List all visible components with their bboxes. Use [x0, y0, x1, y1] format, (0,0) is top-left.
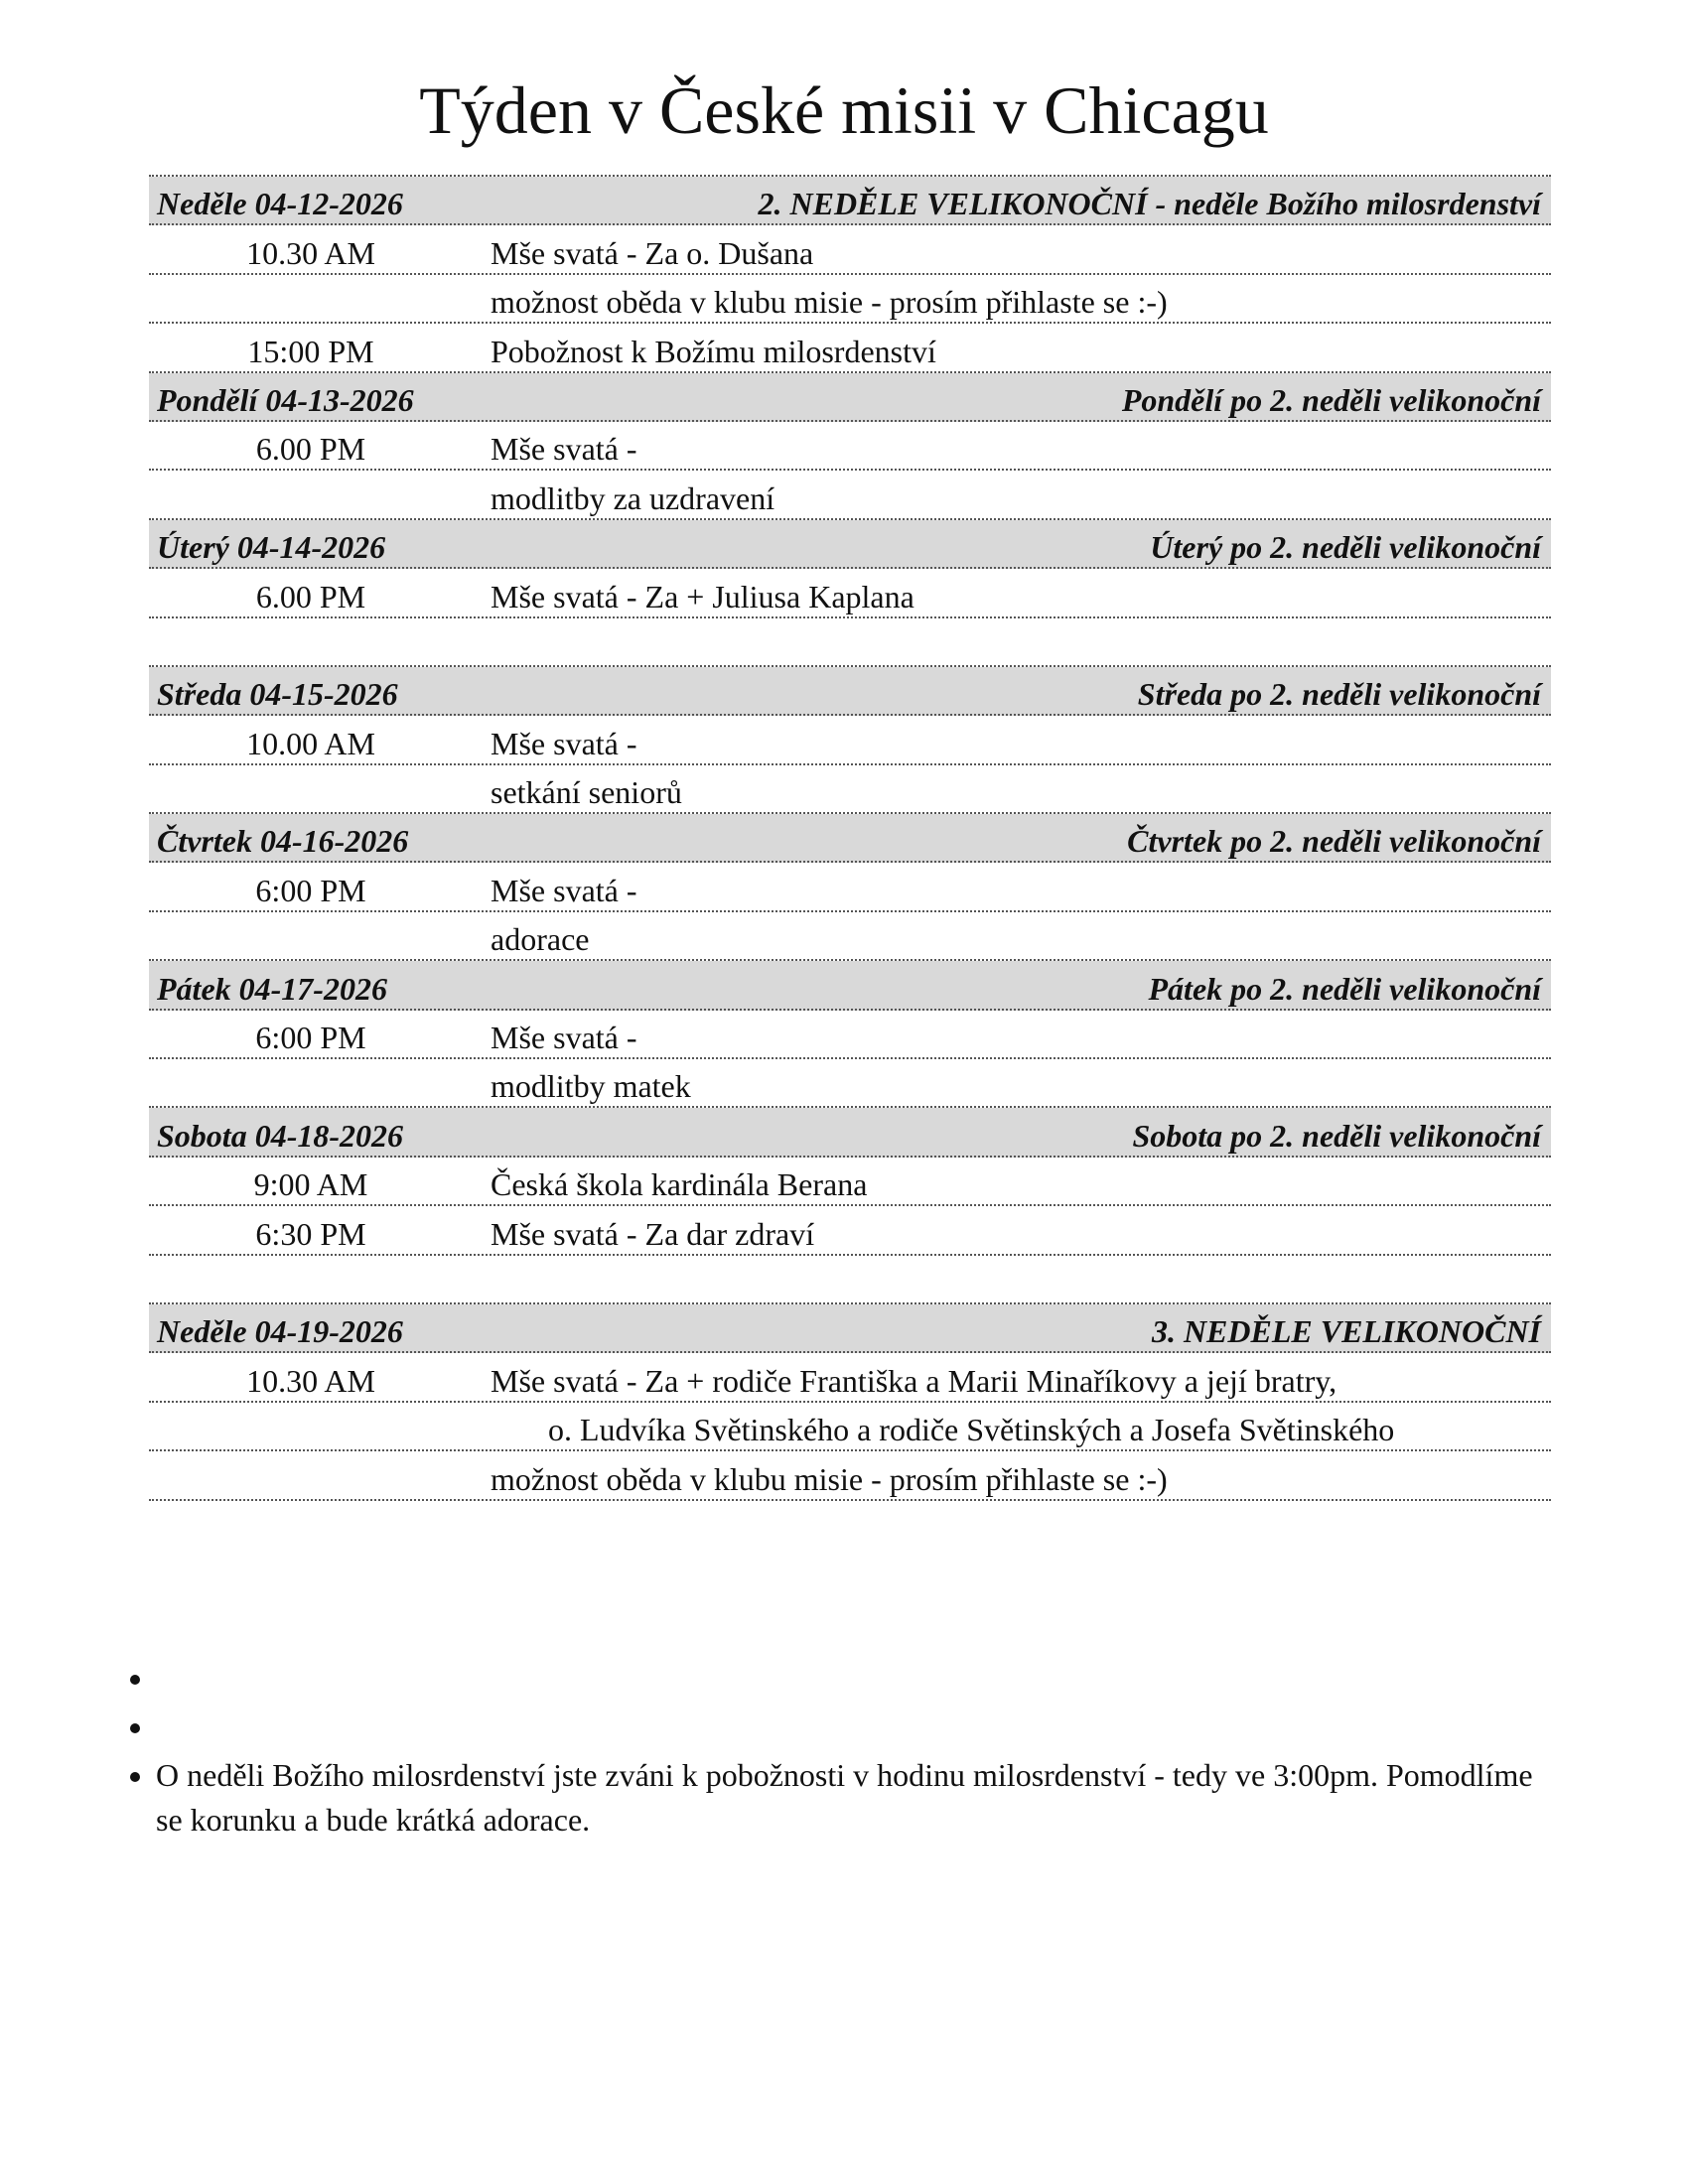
day-feast: Středa po 2. neděli velikonoční: [1137, 676, 1541, 713]
table-row: o. Ludvíka Světinského a rodiče Světinsk…: [149, 1403, 1551, 1452]
table-row: 15:00 PM Pobožnost k Božímu milosrdenství: [149, 324, 1551, 373]
table-row: 10.00 AM Mše svatá -: [149, 716, 1551, 765]
event-time: [149, 514, 473, 518]
event-description: modlitby za uzdravení: [491, 479, 775, 516]
event-description: Česká škola kardinála Berana: [491, 1166, 868, 1203]
page-title: Týden v České misii v Chicagu: [419, 72, 1269, 148]
day-header: Úterý 04-14-2026 Úterý po 2. neděli velik…: [149, 519, 1551, 570]
table-row: 10.30 AM Mše svatá - Za o. Dušana: [149, 225, 1551, 275]
day-date: Úterý 04-14-2026: [157, 529, 386, 566]
day-header: Středa 04-15-2026 Středa po 2. neděli vel…: [149, 666, 1551, 717]
event-time: 6.00 PM: [255, 578, 366, 614]
event-time: [149, 1495, 473, 1499]
day-date: Středa 04-15-2026: [157, 676, 398, 713]
event-time: 10.30 AM: [246, 234, 375, 271]
table-row: setkání seniorů: [149, 765, 1551, 815]
event-description: možnost oběda v klubu misie - prosím při…: [491, 1460, 1168, 1497]
day-feast: 2. NEDĚLE VELIKONOČNÍ - neděle Božího mi…: [758, 186, 1541, 222]
event-time: [149, 808, 473, 812]
table-row: modlitby za uzdravení: [149, 471, 1551, 520]
event-description: Mše svatá -: [491, 1020, 637, 1056]
day-date: Čtvrtek 04-16-2026: [157, 823, 409, 860]
day-feast: Sobota po 2. neděli velikonoční: [1132, 1117, 1541, 1154]
table-row: 6:00 PM Mše svatá -: [149, 1011, 1551, 1060]
event-time: 9:00 AM: [253, 1166, 368, 1203]
day-header: Neděle 04-19-2026 3. NEDĚLE VELIKONOČNÍ: [149, 1303, 1551, 1354]
event-description: adorace: [491, 921, 590, 958]
event-time: 6:00 PM: [255, 872, 366, 908]
event-description: Mše svatá - Za + Juliusa Kaplana: [491, 578, 914, 614]
table-row: 10.30 AM Mše svatá - Za + rodiče Františk…: [149, 1353, 1551, 1403]
day-header: Neděle 04-12-2026 2. NEDĚLE VELIKONOČNÍ -…: [149, 177, 1551, 226]
table-row: možnost oběda v klubu misie - prosím při…: [149, 1451, 1551, 1501]
day-header: Sobota 04-18-2026 Sobota po 2. neděli vel…: [149, 1108, 1551, 1158]
table-row: [149, 1256, 1551, 1304]
day-date: Pátek 04-17-2026: [157, 970, 387, 1007]
event-time: 6:00 PM: [255, 1020, 366, 1056]
notes-list: O neděli Božího milosrdenství jste zváni…: [129, 1656, 1546, 1846]
event-description: modlitby matek: [491, 1068, 691, 1105]
event-time: [149, 955, 473, 959]
table-row: 9:00 AM Česká škola kardinála Berana: [149, 1158, 1551, 1207]
event-time: [149, 1102, 473, 1106]
event-time: 15:00 PM: [247, 333, 374, 369]
event-description: Mše svatá -: [491, 872, 637, 908]
table-row: možnost oběda v klubu misie - prosím při…: [149, 275, 1551, 325]
day-feast: Pondělí po 2. neděli velikonoční: [1121, 381, 1541, 418]
event-description: možnost oběda v klubu misie - prosím při…: [491, 284, 1168, 321]
event-time: 10.30 AM: [246, 1362, 375, 1399]
event-time: 6:30 PM: [255, 1215, 366, 1252]
day-feast: 3. NEDĚLE VELIKONOČNÍ: [1151, 1313, 1541, 1350]
event-time: [149, 1298, 473, 1302]
day-date: Neděle 04-12-2026: [157, 186, 403, 222]
event-description: Mše svatá - Za dar zdraví: [491, 1215, 815, 1252]
table-row: modlitby matek: [149, 1059, 1551, 1109]
day-feast: Čtvrtek po 2. neděli velikonoční: [1127, 823, 1541, 860]
table-row: [149, 618, 1551, 667]
event-description: Mše svatá -: [491, 431, 637, 468]
day-date: Neděle 04-19-2026: [157, 1313, 403, 1350]
event-description: o. Ludvíka Světinského a rodiče Světinsk…: [548, 1412, 1395, 1448]
table-row: adorace: [149, 912, 1551, 962]
day-header: Pondělí 04-13-2026 Pondělí po 2. neděli v…: [149, 372, 1551, 422]
table-row: 6.00 PM Mše svatá - Za + Juliusa Kaplana: [149, 569, 1551, 618]
event-description: setkání seniorů: [491, 774, 682, 811]
day-date: Pondělí 04-13-2026: [157, 381, 414, 418]
day-header: Pátek 04-17-2026 Pátek po 2. neděli velik…: [149, 961, 1551, 1011]
note-item: [156, 1705, 1546, 1749]
table-row: 6:30 PM Mše svatá - Za dar zdraví: [149, 1206, 1551, 1256]
event-description: [473, 661, 1551, 665]
note-item: O neděli Božího milosrdenství jste zváni…: [156, 1753, 1546, 1843]
note-item: [156, 1656, 1546, 1701]
day-header: Čtvrtek 04-16-2026 Čtvrtek po 2. neděli v…: [149, 814, 1551, 864]
event-description: Mše svatá - Za + rodiče Františka a Mari…: [491, 1362, 1337, 1399]
event-time: 6.00 PM: [255, 431, 366, 468]
day-feast: Úterý po 2. neděli velikonoční: [1150, 529, 1541, 566]
event-description: [473, 1298, 1551, 1302]
event-description: Mše svatá - Za o. Dušana: [491, 234, 814, 271]
table-row: 6.00 PM Mše svatá -: [149, 422, 1551, 472]
event-time: [149, 1445, 473, 1449]
event-description: Pobožnost k Božímu milosrdenství: [491, 333, 936, 369]
event-time: [149, 661, 473, 665]
schedule-table: Neděle 04-12-2026 2. NEDĚLE VELIKONOČNÍ -…: [149, 175, 1551, 1501]
event-time: [149, 318, 473, 322]
table-row: 6:00 PM Mše svatá -: [149, 863, 1551, 912]
day-date: Sobota 04-18-2026: [157, 1117, 403, 1154]
day-feast: Pátek po 2. neděli velikonoční: [1148, 970, 1542, 1007]
event-time: 10.00 AM: [246, 725, 375, 761]
event-description: Mše svatá -: [491, 725, 637, 761]
